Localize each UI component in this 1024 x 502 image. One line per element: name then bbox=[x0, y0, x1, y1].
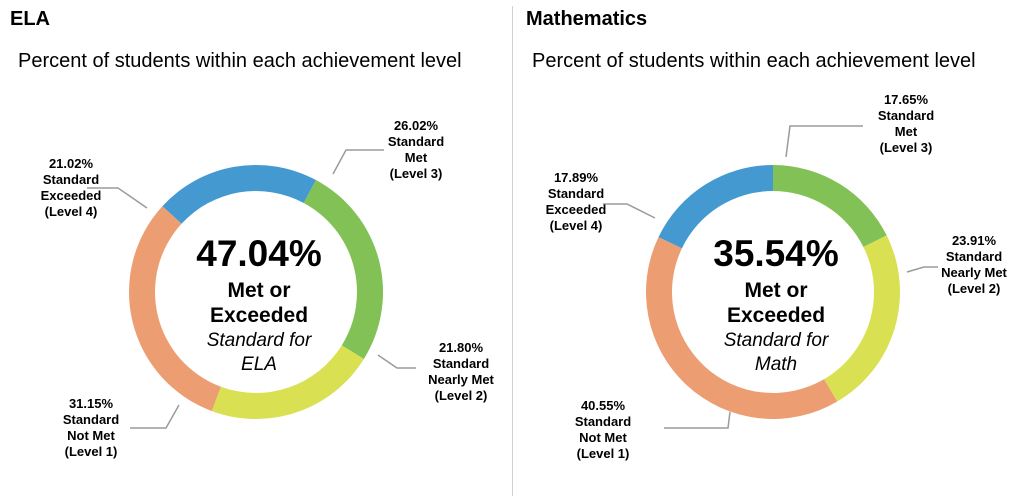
ela-center-line-2: Exceeded bbox=[210, 304, 308, 327]
math-center-line-2: Exceeded bbox=[727, 304, 825, 327]
ela-data-label-level-2: (Level 2) bbox=[435, 388, 488, 403]
ela-leader-line-level-2 bbox=[377, 354, 416, 369]
math-panel-title: Mathematics bbox=[526, 8, 648, 30]
ela-slice-level-3 bbox=[303, 180, 383, 360]
ela-slice-level-4 bbox=[162, 165, 316, 224]
ela-data-label-level-3: 26.02% bbox=[394, 118, 439, 133]
math-center-percent: 35.54% bbox=[713, 233, 839, 274]
ela-data-label-level-3: Standard bbox=[388, 134, 444, 149]
ela-leader-line-level-1 bbox=[130, 404, 180, 429]
math-data-label-level-1: Standard bbox=[575, 414, 631, 429]
ela-slice-level-2 bbox=[211, 345, 364, 420]
ela-chart-panel: ELA Percent of students within each achi… bbox=[10, 8, 495, 459]
math-leader-line-level-2 bbox=[906, 266, 938, 273]
ela-data-label-level-1: Standard bbox=[63, 412, 119, 427]
ela-panel-title: ELA bbox=[10, 8, 50, 30]
ela-data-label-level-1: (Level 1) bbox=[65, 444, 118, 459]
ela-data-label-level-2: Standard bbox=[433, 356, 489, 371]
math-center-line-4: Math bbox=[755, 354, 797, 375]
math-leader-line-level-4 bbox=[603, 203, 656, 219]
math-slice-level-3 bbox=[773, 165, 887, 248]
math-slice-level-2 bbox=[824, 235, 900, 402]
ela-slice-level-1 bbox=[128, 206, 221, 412]
math-data-label-level-1: 40.55% bbox=[581, 398, 626, 413]
ela-center-line-3: Standard for bbox=[207, 330, 312, 351]
math-data-label-level-3: 17.65% bbox=[884, 92, 929, 107]
math-slice-level-4 bbox=[658, 165, 774, 249]
ela-leader-line-level-4 bbox=[87, 187, 148, 209]
ela-data-label-level-1: 31.15% bbox=[69, 396, 114, 411]
ela-data-label-level-2: 21.80% bbox=[439, 340, 484, 355]
math-data-label-level-4: Exceeded bbox=[546, 202, 607, 217]
ela-data-label-level-1: Not Met bbox=[67, 428, 115, 443]
ela-data-label-level-2: Nearly Met bbox=[428, 372, 494, 387]
math-slice-level-1 bbox=[646, 237, 838, 419]
panel-divider bbox=[512, 6, 513, 496]
math-center-line-3: Standard for bbox=[724, 330, 829, 351]
ela-data-label-level-3: (Level 3) bbox=[390, 166, 443, 181]
ela-center-percent: 47.04% bbox=[196, 233, 322, 274]
math-data-label-level-3: (Level 3) bbox=[880, 140, 933, 155]
ela-leader-line-level-3 bbox=[332, 149, 384, 175]
math-leader-line-level-3 bbox=[785, 125, 863, 158]
math-data-label-level-2: Standard bbox=[946, 249, 1002, 264]
math-data-label-level-2: Nearly Met bbox=[941, 265, 1007, 280]
ela-center-line-1: Met or bbox=[228, 279, 291, 302]
ela-chart-title: Percent of students within each achievem… bbox=[18, 50, 462, 72]
ela-center-line-4: ELA bbox=[241, 354, 277, 375]
ela-data-label-level-4: Exceeded bbox=[41, 188, 102, 203]
math-data-label-level-1: Not Met bbox=[579, 430, 627, 445]
ela-data-label-level-4: (Level 4) bbox=[45, 204, 98, 219]
math-data-label-level-3: Met bbox=[895, 124, 918, 139]
ela-data-label-level-4: 21.02% bbox=[49, 156, 94, 171]
ela-data-label-level-4: Standard bbox=[43, 172, 99, 187]
math-data-label-level-4: 17.89% bbox=[554, 170, 599, 185]
math-center-line-1: Met or bbox=[745, 279, 808, 302]
math-data-label-level-2: 23.91% bbox=[952, 233, 997, 248]
ela-data-label-level-3: Met bbox=[405, 150, 428, 165]
math-data-label-level-3: Standard bbox=[878, 108, 934, 123]
math-data-label-level-1: (Level 1) bbox=[577, 446, 630, 461]
math-data-label-level-4: (Level 4) bbox=[550, 218, 603, 233]
math-chart-title: Percent of students within each achievem… bbox=[532, 50, 976, 72]
math-data-label-level-2: (Level 2) bbox=[948, 281, 1001, 296]
math-data-label-level-4: Standard bbox=[548, 186, 604, 201]
math-leader-line-level-1 bbox=[664, 411, 731, 429]
math-chart-panel: Mathematics Percent of students within e… bbox=[514, 0, 1024, 502]
